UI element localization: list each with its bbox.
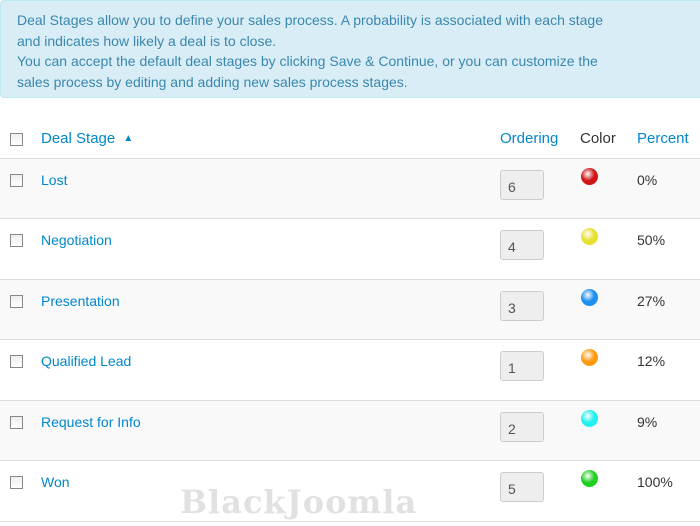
row-checkbox[interactable]	[10, 415, 23, 429]
select-all-checkbox[interactable]	[10, 132, 23, 146]
row-checkbox[interactable]	[10, 355, 23, 369]
percent-value: 9%	[637, 413, 658, 430]
table-row: Presentation 3 27%	[0, 279, 700, 341]
table-row: Negotiation 4 50%	[0, 218, 700, 280]
info-text: sales process by editing and adding new …	[17, 73, 408, 90]
ordering-input[interactable]: 5	[500, 472, 544, 503]
deal-stage-link[interactable]: Lost	[41, 171, 68, 188]
table-row: Lost 6 0%	[0, 158, 700, 220]
ordering-input[interactable]: 2	[500, 411, 544, 442]
deal-stage-link[interactable]: Qualified Lead	[41, 353, 132, 370]
deal-stage-header[interactable]: Deal Stage ▲	[30, 120, 500, 159]
watermark-logo: BlackJoomla	[180, 483, 418, 521]
color-dot-icon	[581, 288, 598, 306]
percent-value: 27%	[637, 292, 666, 309]
ordering-input[interactable]: 4	[500, 230, 544, 261]
color-dot-icon	[581, 228, 598, 246]
row-checkbox[interactable]	[10, 234, 23, 248]
deal-stage-link[interactable]: Won	[41, 474, 70, 491]
deal-stage-link[interactable]: Negotiation	[41, 232, 112, 249]
ordering-input[interactable]: 6	[500, 169, 544, 200]
percent-value: 100%	[637, 474, 673, 491]
deal-stage-link[interactable]: Request for Info	[41, 413, 141, 430]
row-checkbox[interactable]	[10, 173, 23, 187]
percent-value: 12%	[637, 353, 666, 370]
ordering-input[interactable]: 1	[500, 351, 544, 382]
info-text: You can accept the default deal stages b…	[17, 53, 598, 69]
color-dot-icon	[581, 409, 598, 427]
color-dot-icon	[581, 470, 598, 488]
table-row: Request for Info 2 9%	[0, 400, 700, 462]
color-dot-icon	[581, 349, 598, 367]
ordering-input[interactable]: 3	[500, 290, 544, 321]
row-checkbox[interactable]	[10, 294, 23, 308]
sort-ascending-icon: ▲	[123, 133, 134, 145]
info-alert: Deal Stages allow you to define your sal…	[0, 0, 700, 98]
deal-stage-link[interactable]: Presentation	[41, 292, 120, 309]
percent-value: 0%	[637, 171, 658, 188]
ordering-header[interactable]: Ordering	[500, 120, 580, 159]
table-row: Qualified Lead 1 12%	[0, 339, 700, 401]
color-dot-icon	[581, 167, 598, 185]
percent-value: 50%	[637, 232, 666, 249]
row-checkbox[interactable]	[10, 476, 23, 490]
deal-stages-table: Deal Stage ▲ Ordering Color Percent Lost…	[0, 120, 700, 523]
table-row: Won 5 100%	[0, 460, 700, 523]
color-header: Color	[580, 120, 637, 159]
info-text: Deal Stages allow you to define your sal…	[17, 12, 603, 28]
info-text: and indicates how likely a deal is to cl…	[17, 32, 277, 49]
header-label: Deal Stage	[41, 130, 116, 148]
percent-header[interactable]: Percent	[637, 120, 700, 159]
